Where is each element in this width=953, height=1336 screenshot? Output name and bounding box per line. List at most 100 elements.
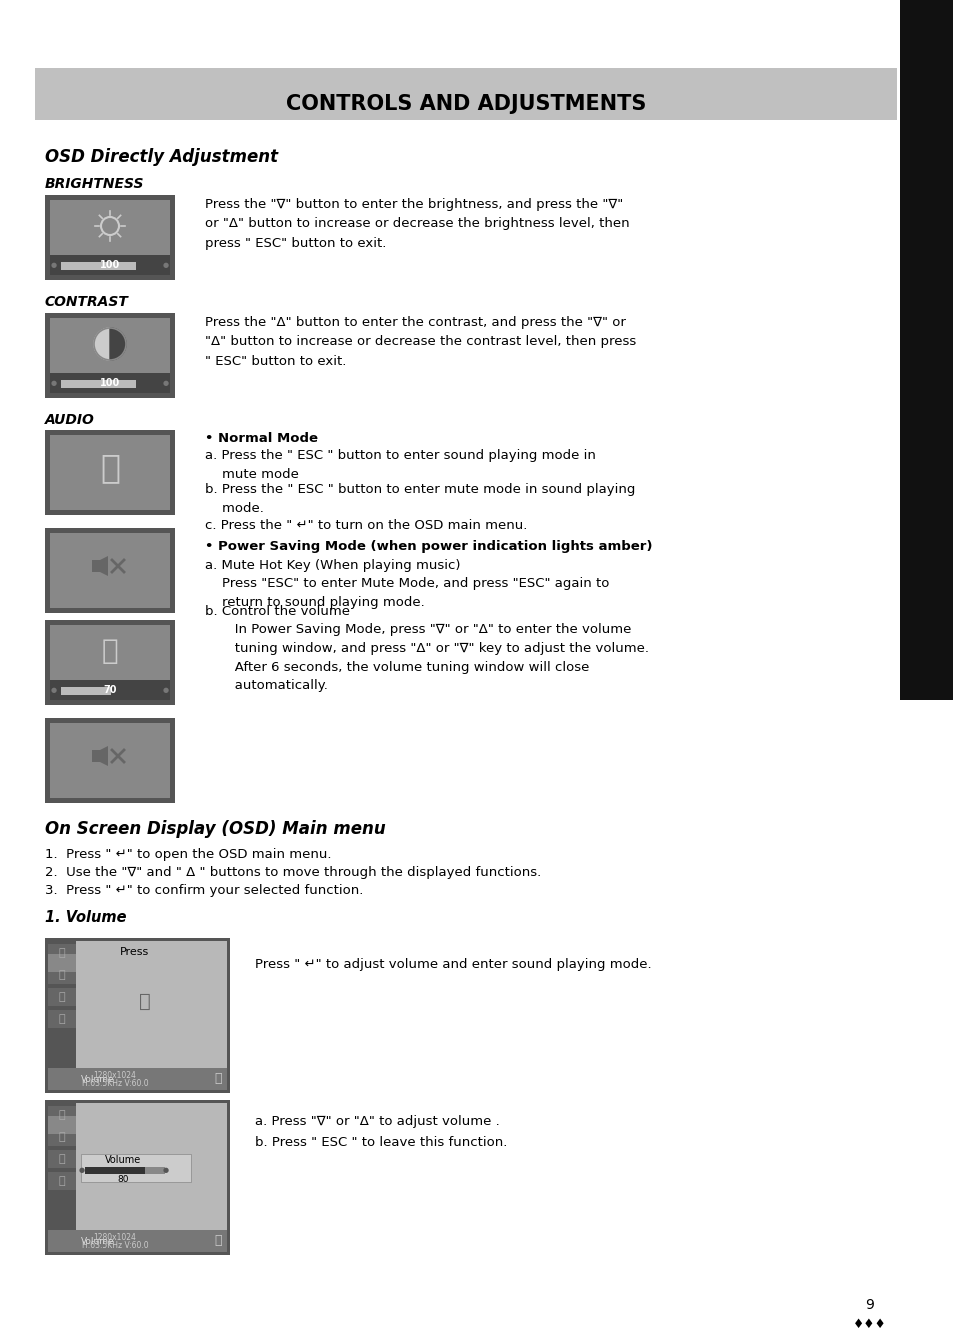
Text: Volume: Volume [81, 1074, 114, 1083]
Bar [45, 313, 174, 398]
Text: 🔈: 🔈 [100, 452, 120, 485]
Bar [48, 966, 76, 985]
Text: OSD Directly Adjustment: OSD Directly Adjustment [45, 148, 278, 166]
Bar [61, 687, 111, 695]
Text: b. Press the " ESC " button to enter mute mode in sound playing
    mode.: b. Press the " ESC " button to enter mut… [205, 484, 635, 514]
Bar [48, 989, 76, 1006]
Text: a. Press "∇" or "Δ" to adjust volume .
b. Press " ESC " to leave this function.: a. Press "∇" or "Δ" to adjust volume . b… [254, 1116, 507, 1149]
Bar [45, 938, 230, 1093]
Text: 1280x1024: 1280x1024 [93, 1233, 136, 1242]
Text: AUDIO: AUDIO [45, 413, 94, 428]
Text: 💻: 💻 [59, 1132, 65, 1142]
Text: Press the "Δ" button to enter the contrast, and press the "∇" or
"Δ" button to i: Press the "Δ" button to enter the contra… [205, 317, 636, 367]
Text: ●: ● [51, 379, 57, 386]
Bar [48, 941, 227, 1067]
Text: ●: ● [79, 1168, 85, 1173]
Text: 3.  Press " ↵" to confirm your selected function.: 3. Press " ↵" to confirm your selected f… [45, 884, 363, 896]
Bar [50, 318, 170, 393]
Bar [50, 533, 170, 608]
Text: Press: Press [120, 947, 150, 957]
Text: CONTRAST: CONTRAST [45, 295, 129, 309]
Bar [50, 723, 170, 798]
Text: 9: 9 [864, 1299, 874, 1312]
Bar [35, 68, 896, 120]
Bar [48, 1128, 76, 1146]
Text: H:63.5KHz V:60.0: H:63.5KHz V:60.0 [82, 1241, 148, 1250]
Text: Volume: Volume [81, 1237, 114, 1245]
Bar [50, 373, 170, 393]
Bar [50, 680, 170, 700]
Text: • Normal Mode: • Normal Mode [205, 432, 317, 445]
Text: 💾: 💾 [59, 1176, 65, 1186]
Bar [48, 954, 76, 973]
Text: 🔈: 🔈 [214, 1073, 221, 1085]
Text: b. Control the volume
       In Power Saving Mode, press "∇" or "Δ" to enter the: b. Control the volume In Power Saving Mo… [205, 605, 648, 692]
Text: c. Press the " ↵" to turn on the OSD main menu.: c. Press the " ↵" to turn on the OSD mai… [205, 518, 527, 532]
Text: 🔈: 🔈 [214, 1234, 221, 1248]
Text: 💻: 💻 [59, 970, 65, 981]
Text: ●: ● [163, 687, 169, 693]
Text: BRIGHTNESS: BRIGHTNESS [45, 176, 144, 191]
Text: 100: 100 [100, 261, 120, 270]
Bar [48, 1116, 76, 1134]
Text: Press the "∇" button to enter the brightness, and press the "∇"
or "Δ" button to: Press the "∇" button to enter the bright… [205, 198, 629, 250]
Bar [61, 262, 136, 270]
Text: 2.  Use the "∇" and " Δ " buttons to move through the displayed functions.: 2. Use the "∇" and " Δ " buttons to move… [45, 866, 540, 879]
Text: CONTROLS AND ADJUSTMENTS: CONTROLS AND ADJUSTMENTS [286, 94, 645, 114]
Text: 🔊: 🔊 [59, 1110, 65, 1120]
Text: • Power Saving Mode (when power indication lights amber): • Power Saving Mode (when power indicati… [205, 540, 652, 553]
Bar [85, 1168, 165, 1174]
Text: 👤: 👤 [59, 1154, 65, 1164]
Bar [61, 379, 136, 387]
Polygon shape [91, 556, 108, 576]
Bar [48, 1106, 76, 1124]
Bar [45, 430, 174, 514]
Bar [48, 941, 76, 1067]
Text: 100: 100 [100, 378, 120, 387]
Text: ●: ● [163, 379, 169, 386]
Bar [45, 717, 174, 803]
Bar [48, 1230, 227, 1252]
Text: 🔈: 🔈 [102, 637, 118, 665]
Bar [45, 195, 174, 281]
Text: ♦♦♦: ♦♦♦ [852, 1319, 886, 1331]
Bar [48, 1067, 227, 1090]
Bar [48, 1010, 76, 1027]
Polygon shape [110, 329, 126, 359]
Bar [48, 1104, 76, 1230]
Bar [45, 1100, 230, 1255]
FancyBboxPatch shape [899, 40, 953, 120]
Polygon shape [94, 329, 110, 359]
Text: 70: 70 [103, 685, 116, 695]
Text: 💾: 💾 [59, 1014, 65, 1023]
Text: ●: ● [51, 687, 57, 693]
Text: 80: 80 [117, 1176, 129, 1185]
Text: ●: ● [163, 1168, 169, 1173]
Bar [85, 1168, 145, 1174]
Bar [45, 620, 174, 705]
Bar [50, 200, 170, 275]
Bar [899, 0, 953, 700]
Bar [48, 945, 76, 962]
Text: Press " ↵" to adjust volume and enter sound playing mode.: Press " ↵" to adjust volume and enter so… [254, 958, 651, 971]
Text: 1. Volume: 1. Volume [45, 910, 127, 925]
Text: Volume: Volume [105, 1156, 141, 1165]
Bar [45, 528, 174, 613]
Text: 1.  Press " ↵" to open the OSD main menu.: 1. Press " ↵" to open the OSD main menu. [45, 848, 331, 860]
Text: 👤: 👤 [139, 991, 151, 1010]
Text: On Screen Display (OSD) Main menu: On Screen Display (OSD) Main menu [45, 820, 385, 838]
Text: 1280x1024: 1280x1024 [93, 1071, 136, 1081]
Bar [48, 1172, 76, 1190]
Text: a. Mute Hot Key (When playing music)
    Press "ESC" to enter Mute Mode, and pre: a. Mute Hot Key (When playing music) Pre… [205, 558, 609, 609]
Text: ●: ● [51, 262, 57, 269]
Polygon shape [91, 745, 108, 766]
Text: H:63.5KHz V:60.0: H:63.5KHz V:60.0 [82, 1079, 148, 1089]
Bar [48, 1104, 227, 1230]
Bar [81, 1154, 191, 1182]
Text: ●: ● [163, 262, 169, 269]
Bar [48, 1150, 76, 1168]
Bar [50, 436, 170, 510]
Bar [50, 255, 170, 275]
Text: 🔊: 🔊 [59, 949, 65, 958]
Text: 👤: 👤 [59, 993, 65, 1002]
